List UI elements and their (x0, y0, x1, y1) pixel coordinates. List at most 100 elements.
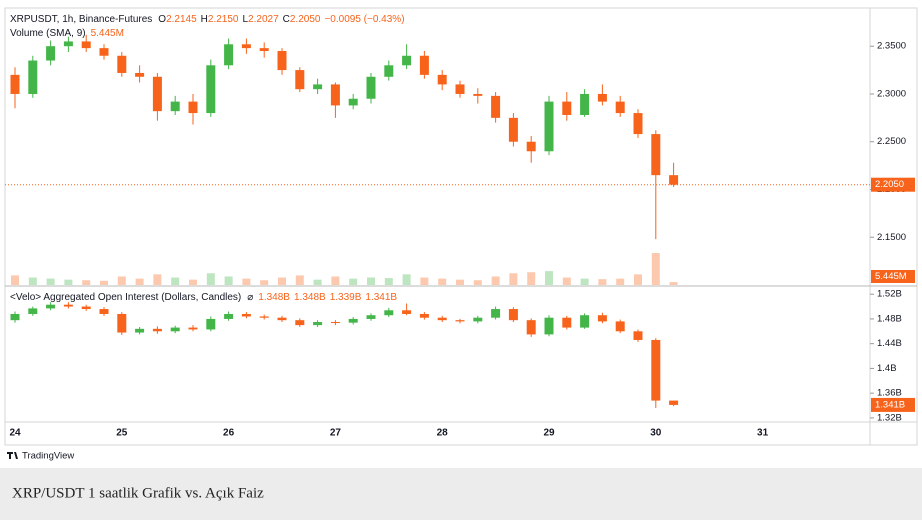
candle-body (366, 315, 376, 319)
candle-body (135, 328, 145, 333)
candle-body (46, 304, 56, 309)
volume-bar (562, 277, 571, 285)
oi-value: 1.341B (365, 292, 397, 303)
candle-body (508, 309, 518, 321)
volume-bar (616, 278, 625, 285)
volume-bar (420, 277, 429, 285)
volume-value: 5.445M (91, 28, 124, 39)
candle-body (330, 84, 340, 106)
volume-bar (117, 276, 126, 285)
candle-body (63, 41, 73, 47)
oi-legend: <Velo> Aggregated Open Interest (Dollars… (10, 292, 397, 303)
volume-bar (135, 278, 144, 285)
x-tick-label: 24 (9, 428, 21, 439)
candle-body (402, 55, 412, 66)
volume-bar (456, 279, 464, 285)
candle-body (348, 318, 358, 323)
oi-value: 1.348B (258, 292, 290, 303)
volume-bar (46, 278, 55, 285)
volume-bar (260, 280, 269, 285)
candle-body (615, 321, 625, 332)
candle-body (526, 320, 536, 335)
candle-body (81, 306, 91, 310)
caption: XRP/USDT 1 saatlik Grafik vs. Açık Faiz (12, 485, 264, 501)
candle-body (580, 93, 590, 115)
volume-bar (402, 274, 411, 285)
candle-body (491, 309, 501, 318)
candle-body (224, 313, 234, 319)
y-tick-label: 2.1500 (877, 232, 906, 243)
ohlc-value: 2.2145 (166, 14, 197, 25)
last-value-label: 1.341B (875, 399, 905, 410)
candle-body (152, 328, 162, 332)
candle-body (651, 339, 661, 401)
candle-body (241, 44, 251, 49)
candle-body (99, 48, 109, 56)
volume-bar (545, 271, 553, 285)
candle-body (10, 313, 20, 321)
y-tick-label: 1.52B (877, 289, 902, 300)
volume-bar (367, 277, 375, 285)
volume-bar (171, 277, 180, 285)
volume-bar (100, 280, 108, 285)
candle-body (152, 76, 162, 112)
ohlc-key: C (283, 14, 290, 25)
y-tick-label: 1.36B (877, 388, 902, 399)
ohlc-value: 2.2050 (290, 14, 321, 25)
candle-body (633, 331, 643, 340)
tradingview-logo[interactable]: TradingView (7, 451, 74, 462)
candle-body (188, 101, 198, 114)
candle-body (10, 74, 20, 94)
candle-body (63, 304, 73, 307)
candle-body (366, 76, 376, 99)
y-tick-label: 2.2500 (877, 136, 906, 147)
symbol: XRPUSDT, 1h, Binance-Futures (10, 14, 152, 25)
candle-body (81, 41, 91, 49)
candle-body (633, 113, 643, 135)
candle-body (473, 93, 483, 96)
candle-body (384, 310, 394, 316)
candle-body (419, 313, 429, 318)
volume-bar (206, 273, 215, 285)
volume-bar (278, 277, 286, 285)
volume-bar (580, 278, 589, 285)
candle-body (669, 400, 679, 405)
candle-body (206, 318, 216, 330)
x-tick-label: 25 (116, 428, 128, 439)
volume-label-box (871, 270, 915, 283)
candle-body (437, 317, 447, 321)
x-tick-label: 28 (437, 428, 449, 439)
chart-frame (4, 7, 918, 446)
y-tick-label: 1.44B (877, 338, 902, 349)
volume-bar (82, 280, 91, 285)
logo-icon (7, 452, 18, 459)
volume-bar (153, 274, 162, 285)
y-tick-label: 2.3000 (877, 88, 906, 99)
volume-bar (384, 278, 393, 285)
candle-body (544, 101, 554, 152)
candle-body (46, 46, 56, 61)
candle-body (562, 101, 572, 115)
brand: TradingView (22, 451, 74, 462)
candle-body (241, 313, 251, 317)
y-tick-label: 1.48B (877, 313, 902, 324)
volume-bar (438, 278, 447, 285)
y-tick-label: 1.32B (877, 412, 902, 423)
candle-body (28, 308, 38, 314)
candle-body (99, 309, 109, 314)
ohlc-key: L (242, 14, 248, 25)
price-legend: XRPUSDT, 1h, Binance-Futures O2.2145 H2.21… (10, 14, 405, 25)
candle-body (437, 74, 447, 85)
oi-value: 1.348B (294, 292, 326, 303)
volume-bar (527, 272, 536, 285)
volume-bar (331, 276, 340, 285)
candle-body (455, 84, 465, 94)
candle-body (455, 320, 465, 322)
volume-legend: Volume (SMA, 9) 5.445M (10, 28, 124, 39)
last-value-box (871, 397, 915, 412)
volume-bar (349, 278, 358, 285)
volume-bar (651, 253, 660, 285)
candle-body (259, 316, 269, 318)
candle-body (348, 98, 358, 106)
candle-body (330, 322, 340, 324)
